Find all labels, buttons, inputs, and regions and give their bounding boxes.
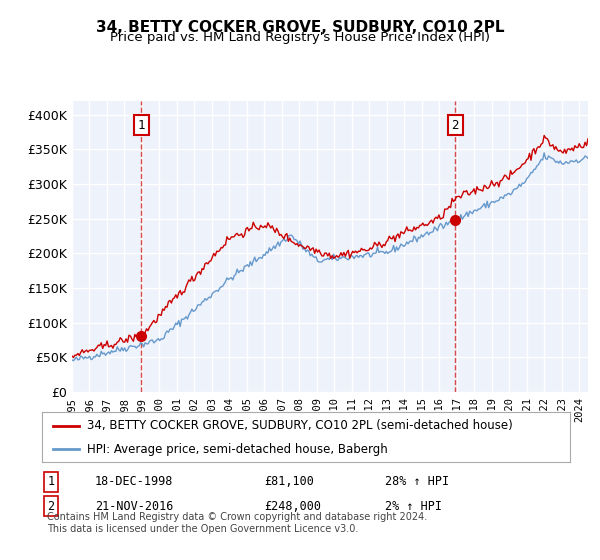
- Text: Price paid vs. HM Land Registry's House Price Index (HPI): Price paid vs. HM Land Registry's House …: [110, 31, 490, 44]
- Text: Contains HM Land Registry data © Crown copyright and database right 2024.
This d: Contains HM Land Registry data © Crown c…: [47, 512, 428, 534]
- Text: 18-DEC-1998: 18-DEC-1998: [95, 475, 173, 488]
- Text: HPI: Average price, semi-detached house, Babergh: HPI: Average price, semi-detached house,…: [87, 443, 388, 456]
- Text: 34, BETTY COCKER GROVE, SUDBURY, CO10 2PL: 34, BETTY COCKER GROVE, SUDBURY, CO10 2P…: [96, 20, 504, 35]
- Text: 2: 2: [451, 119, 459, 132]
- Text: 34, BETTY COCKER GROVE, SUDBURY, CO10 2PL (semi-detached house): 34, BETTY COCKER GROVE, SUDBURY, CO10 2P…: [87, 419, 512, 432]
- Text: 2% ↑ HPI: 2% ↑ HPI: [385, 500, 442, 512]
- Text: £248,000: £248,000: [264, 500, 321, 512]
- Text: 21-NOV-2016: 21-NOV-2016: [95, 500, 173, 512]
- Text: 1: 1: [47, 475, 55, 488]
- Text: 1: 1: [137, 119, 145, 132]
- Text: 2: 2: [47, 500, 55, 512]
- Text: £81,100: £81,100: [264, 475, 314, 488]
- Text: 28% ↑ HPI: 28% ↑ HPI: [385, 475, 449, 488]
